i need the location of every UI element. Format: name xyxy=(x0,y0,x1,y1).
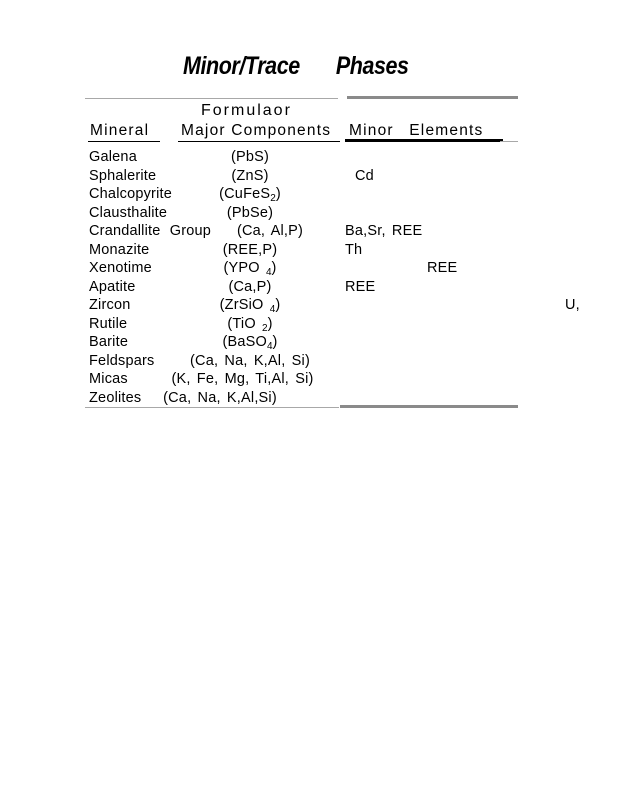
table-row: Feldspars (Ca, Na, K,Al, Si) xyxy=(0,353,618,372)
mineral-name: Clausthalite xyxy=(89,204,168,221)
mineral-name: Micas xyxy=(89,371,128,387)
formula-cell: (ZnS) xyxy=(231,167,269,184)
minor-elements-cell: REE xyxy=(427,260,458,276)
minor-header-rule-extension xyxy=(500,141,518,142)
formula-cell: (Ca, Na, K,Al, Si) xyxy=(190,352,310,369)
table-row: Apatite (Ca,P) REE xyxy=(0,279,618,298)
formula-cell: (Ca, Al,P) xyxy=(236,223,304,239)
column-header-major-components: Major Components xyxy=(178,122,340,142)
table-row: Crandallite Group (Ca, Al,P) Ba,Sr, REE xyxy=(0,223,618,242)
table-row: Clausthalite (PbSe) xyxy=(0,205,618,224)
page-title: Minor/Trace Phases xyxy=(183,52,409,81)
top-rule-left-segment xyxy=(85,98,338,99)
formula-cell: (CuFeS2) xyxy=(219,186,281,204)
mineral-name: Zeolites xyxy=(89,389,142,406)
table-row: Barite (BaSO4) xyxy=(0,334,618,353)
formula-cell: (PbSe) xyxy=(226,204,274,221)
mineral-name: Rutile xyxy=(89,315,128,332)
formula-cell: (BaSO4) xyxy=(222,334,278,352)
formula-cell: (ZrSiO 4) xyxy=(219,297,281,315)
minor-elements-cell: Ba,Sr, REE xyxy=(345,223,423,239)
table-row: Galena (PbS) xyxy=(0,149,618,168)
column-header-mineral: Mineral xyxy=(88,122,160,142)
mineral-name: Barite xyxy=(89,334,129,350)
formula-cell: (REE,P) xyxy=(222,241,278,258)
mineral-name: Apatite xyxy=(89,278,136,295)
formula-or-label: Formulaor xyxy=(201,102,292,119)
table-row: Chalcopyrite (CuFeS2) xyxy=(0,186,618,205)
page-title-part1: Minor/Trace xyxy=(183,52,300,80)
table-row: Xenotime (YPO 4) REE xyxy=(0,260,618,279)
table-row: Zeolites (Ca, Na, K,Al,Si) xyxy=(0,390,618,409)
bottom-rule-right-segment xyxy=(340,405,518,408)
mineral-name: Sphalerite xyxy=(89,167,157,184)
formula-cell: (K, Fe, Mg, Ti,Al, Si) xyxy=(171,371,314,387)
formula-cell: (Ca, Na, K,Al,Si) xyxy=(163,389,277,406)
formula-cell: (Ca,P) xyxy=(228,278,272,295)
top-rule-right-segment xyxy=(347,96,518,99)
formula-cell: (YPO 4) xyxy=(223,260,277,278)
page-title-part2: Phases xyxy=(335,52,409,80)
table-row: Rutile (TiO 2) xyxy=(0,316,618,335)
table-row: Zircon (ZrSiO 4) U, xyxy=(0,297,618,316)
mineral-name: Crandallite Group xyxy=(89,223,212,239)
mineral-name: Chalcopyrite xyxy=(89,186,172,202)
table-row: Monazite (REE,P) Th xyxy=(0,242,618,261)
minor-elements-cell: Cd xyxy=(355,167,374,184)
table-row: Sphalerite (ZnS) Cd xyxy=(0,168,618,187)
minor-elements-cell: U, xyxy=(565,297,580,313)
formula-cell: (PbS) xyxy=(230,149,270,165)
bottom-rule-left-segment xyxy=(85,407,339,408)
mineral-name: Xenotime xyxy=(89,260,152,276)
mineral-name: Galena xyxy=(89,149,137,165)
mineral-name: Feldspars xyxy=(89,352,155,369)
mineral-name: Zircon xyxy=(89,297,131,313)
minor-elements-cell: REE xyxy=(345,278,376,295)
mineral-name: Monazite xyxy=(89,241,150,258)
table-row: Micas (K, Fe, Mg, Ti,Al, Si) xyxy=(0,371,618,390)
minor-elements-cell: Th xyxy=(345,241,363,258)
formula-cell: (TiO 2) xyxy=(227,315,273,334)
column-header-minor-elements: Minor Elements xyxy=(345,122,503,142)
